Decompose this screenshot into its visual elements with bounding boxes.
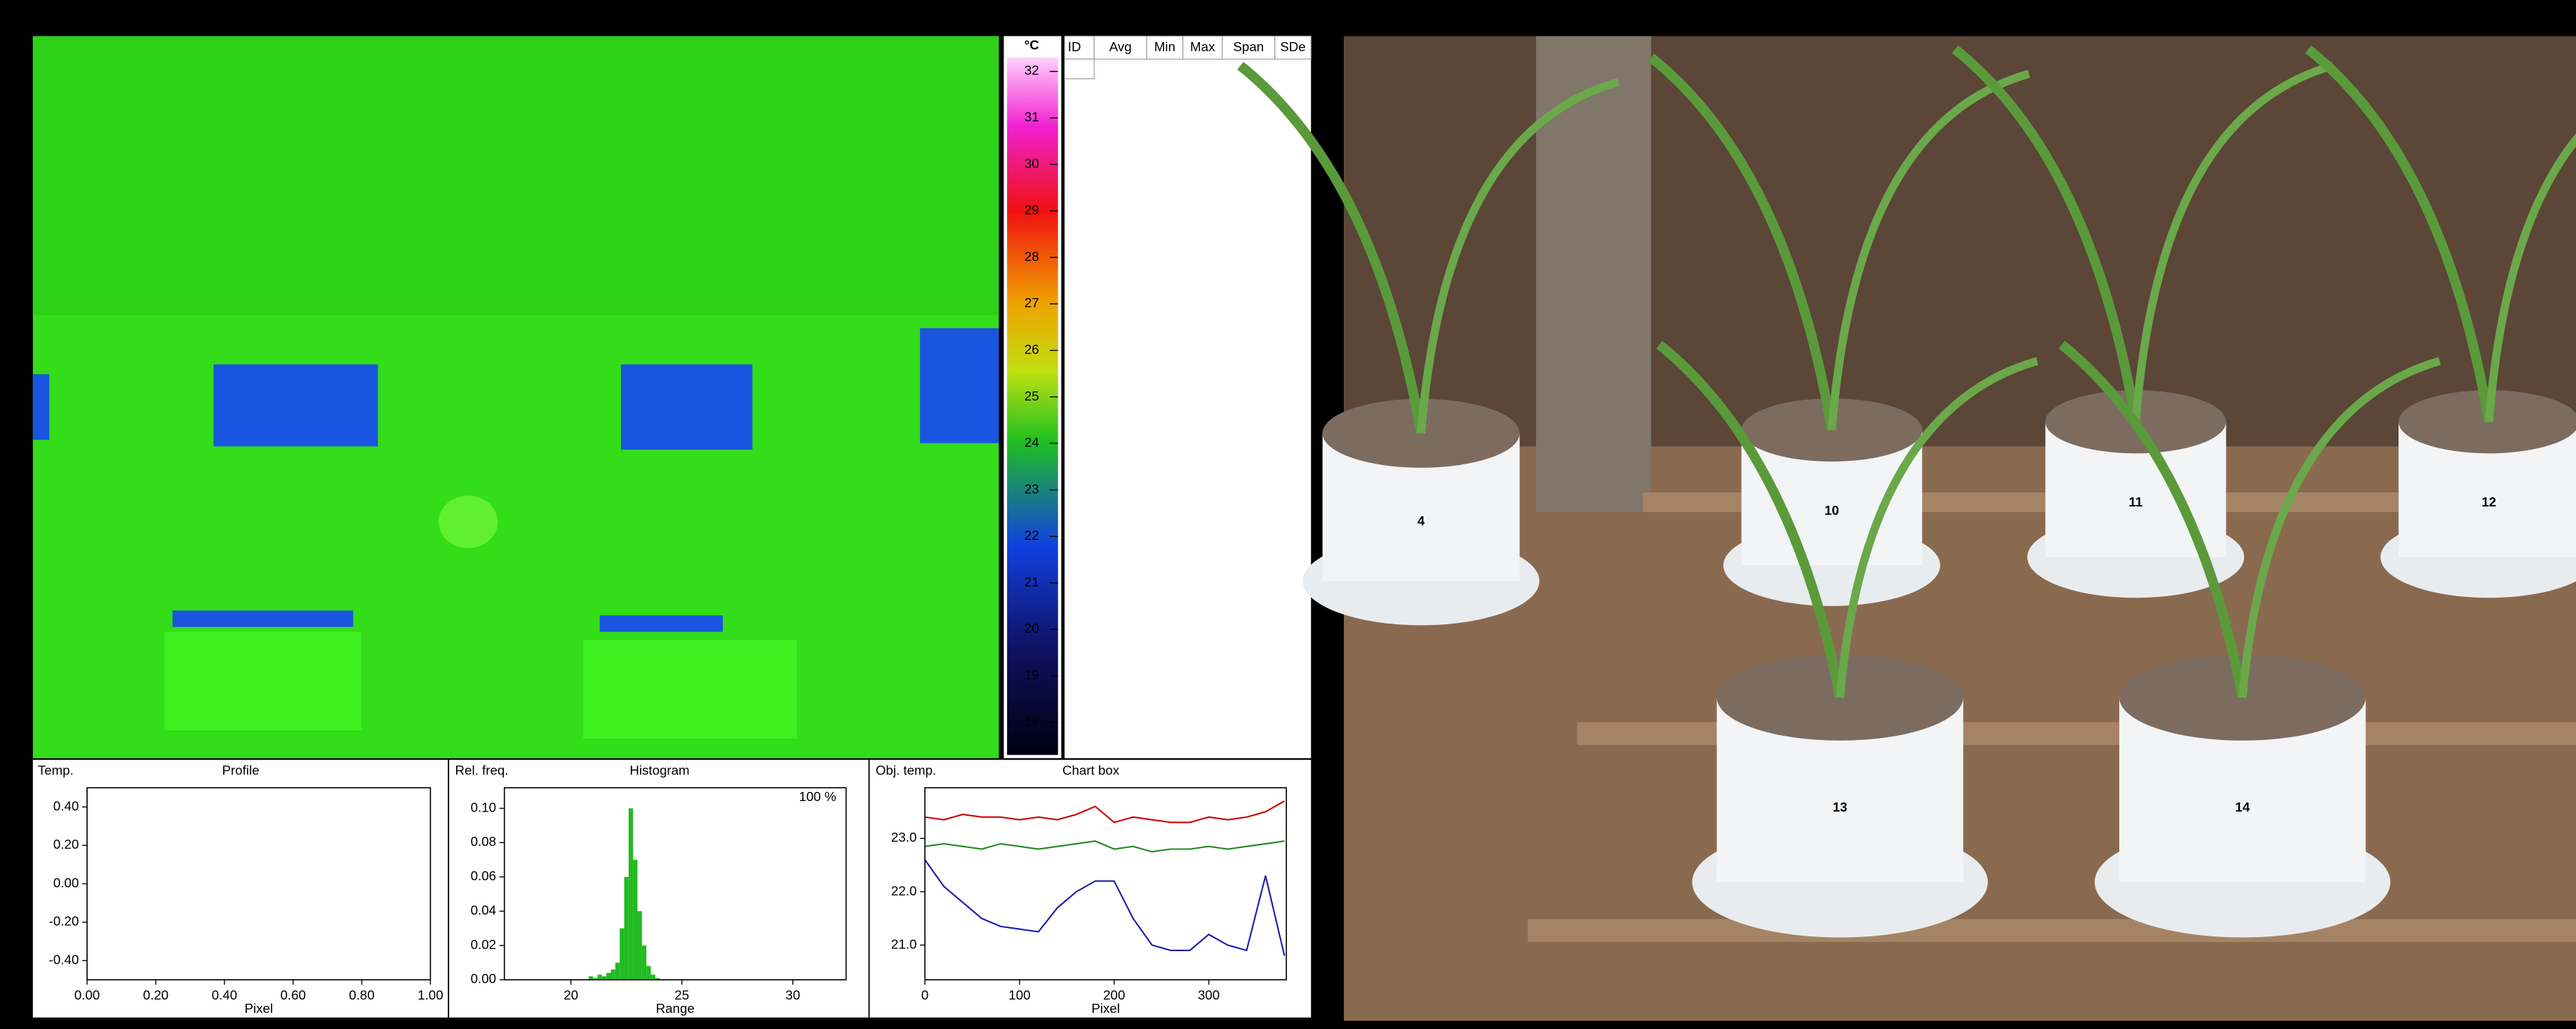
page: { "thermal": { "unit": "°C", "lim": [17.… — [0, 0, 2576, 1029]
y-axis-label: Obj. temp. — [876, 763, 936, 778]
annotation: 100 % — [799, 789, 836, 804]
x-axis-label: Range — [656, 1001, 695, 1016]
y-tick-label: 0.10 — [471, 800, 496, 814]
colorbar-tick-label: 29 — [1025, 203, 1039, 217]
y-tick-label: 21.0 — [891, 936, 916, 951]
y-tick-label: 0.04 — [471, 903, 496, 917]
x-tick-label: 0 — [921, 988, 928, 1002]
y-tick-label: 0.08 — [471, 834, 496, 849]
thermal-cold-area — [621, 364, 752, 450]
y-tick-label: 0.40 — [53, 798, 79, 813]
x-tick-label: 0.40 — [212, 988, 237, 1002]
table-header: Avg — [1109, 39, 1132, 54]
x-tick-label: 0.60 — [280, 988, 305, 1002]
histogram-bar — [598, 974, 602, 979]
table-header: SDe — [1280, 39, 1305, 54]
pot-number: 11 — [2129, 495, 2143, 509]
x-tick-label: 1.00 — [418, 988, 443, 1002]
histogram-bar — [615, 962, 620, 979]
thermal-cold-area — [33, 374, 49, 440]
y-tick-label: 0.06 — [471, 868, 496, 883]
histogram-bar — [620, 928, 624, 979]
screen: °C 4 10 11 12 13 14 32 31 30 29 28 27 26 25 24 23 22 21 2… — [0, 0, 2576, 1029]
y-axis-label: Rel. freq. — [455, 763, 509, 778]
panel-title: Profile — [222, 763, 259, 778]
x-tick-label: 0.00 — [74, 988, 100, 1002]
histogram-bar — [629, 808, 633, 979]
x-tick-label: 30 — [785, 988, 800, 1002]
colorbar-tick-label: 27 — [1025, 295, 1039, 310]
histogram-bar — [646, 966, 650, 980]
thermal-cold-area — [600, 615, 723, 631]
colorbar-tick-label: 18 — [1025, 714, 1039, 729]
x-tick-label: 100 — [1008, 988, 1030, 1002]
pot-number: 14 — [2235, 800, 2250, 814]
thermal-pot — [583, 640, 796, 738]
pot-number: 4 — [1417, 513, 1425, 528]
table-header: Span — [1233, 39, 1264, 54]
colorbar-tick-label: 26 — [1025, 342, 1039, 356]
histogram-bar — [650, 974, 655, 979]
histogram-bar — [606, 973, 610, 980]
colorbar-tick-label: 21 — [1025, 574, 1039, 589]
photo-plank — [1528, 919, 2576, 942]
y-tick-label: 0.00 — [471, 971, 496, 986]
thermal-gauge — [439, 496, 498, 549]
thermal-leaves — [33, 36, 999, 315]
table-header: ID — [1068, 39, 1081, 54]
thermal-cold-area — [920, 328, 999, 443]
pot-number: 13 — [1833, 800, 1848, 814]
colorbar-tick-label: 30 — [1025, 156, 1039, 170]
y-tick-label: -0.20 — [49, 914, 79, 929]
colorbar-tick-label: 23 — [1025, 481, 1039, 496]
histogram-bar — [611, 969, 615, 980]
x-axis-label: Pixel — [1091, 1001, 1120, 1016]
photo: 4 10 11 12 13 14 — [1241, 36, 2576, 1021]
thermal-image — [33, 36, 999, 758]
table-cell — [1065, 59, 1094, 79]
panel-title: Histogram — [629, 763, 689, 778]
colorbar-tick-label: 19 — [1025, 668, 1039, 682]
pot-number: 12 — [2481, 495, 2496, 509]
photo-post — [1536, 36, 1651, 512]
x-tick-label: 300 — [1198, 988, 1220, 1002]
y-tick-label: 0.20 — [53, 837, 79, 852]
table-header: Min — [1154, 39, 1175, 54]
x-tick-label: 0.20 — [143, 988, 168, 1002]
histogram-bar — [625, 877, 629, 980]
measurement-table — [1065, 36, 1311, 758]
colorbar-unit: °C — [1025, 37, 1039, 52]
x-axis-label: Pixel — [244, 1001, 273, 1016]
colorbar-tick-label: 32 — [1025, 63, 1039, 78]
thermal-cold-area — [173, 610, 354, 626]
histogram-bar — [637, 911, 641, 980]
x-tick-label: 25 — [674, 988, 689, 1002]
table-header: Max — [1190, 39, 1215, 54]
colorbar-tick-label: 31 — [1025, 109, 1039, 124]
y-tick-label: -0.40 — [49, 952, 79, 967]
thermal-pot — [164, 632, 361, 730]
x-tick-label: 0.80 — [349, 988, 374, 1002]
y-axis-label: Temp. — [38, 763, 74, 778]
y-tick-label: 22.0 — [891, 883, 916, 898]
thermal-cold-area — [213, 364, 378, 446]
colorbar-tick-label: 28 — [1025, 249, 1039, 264]
colorbar-tick-label: 22 — [1025, 528, 1039, 543]
pot-number: 10 — [1824, 503, 1839, 518]
colorbar-tick-label: 24 — [1025, 435, 1039, 450]
x-tick-label: 200 — [1103, 988, 1125, 1002]
y-tick-label: 0.02 — [471, 937, 496, 952]
y-tick-label: 0.00 — [53, 875, 79, 890]
colorbar-tick-label: 25 — [1025, 389, 1039, 403]
panel-title: Chart box — [1062, 763, 1120, 778]
x-tick-label: 20 — [563, 988, 578, 1002]
y-tick-label: 23.0 — [891, 830, 916, 845]
analysis-panels — [33, 760, 1311, 1017]
histogram-bar — [642, 946, 646, 980]
colorbar-tick-label: 20 — [1025, 621, 1039, 635]
histogram-bar — [633, 860, 637, 980]
